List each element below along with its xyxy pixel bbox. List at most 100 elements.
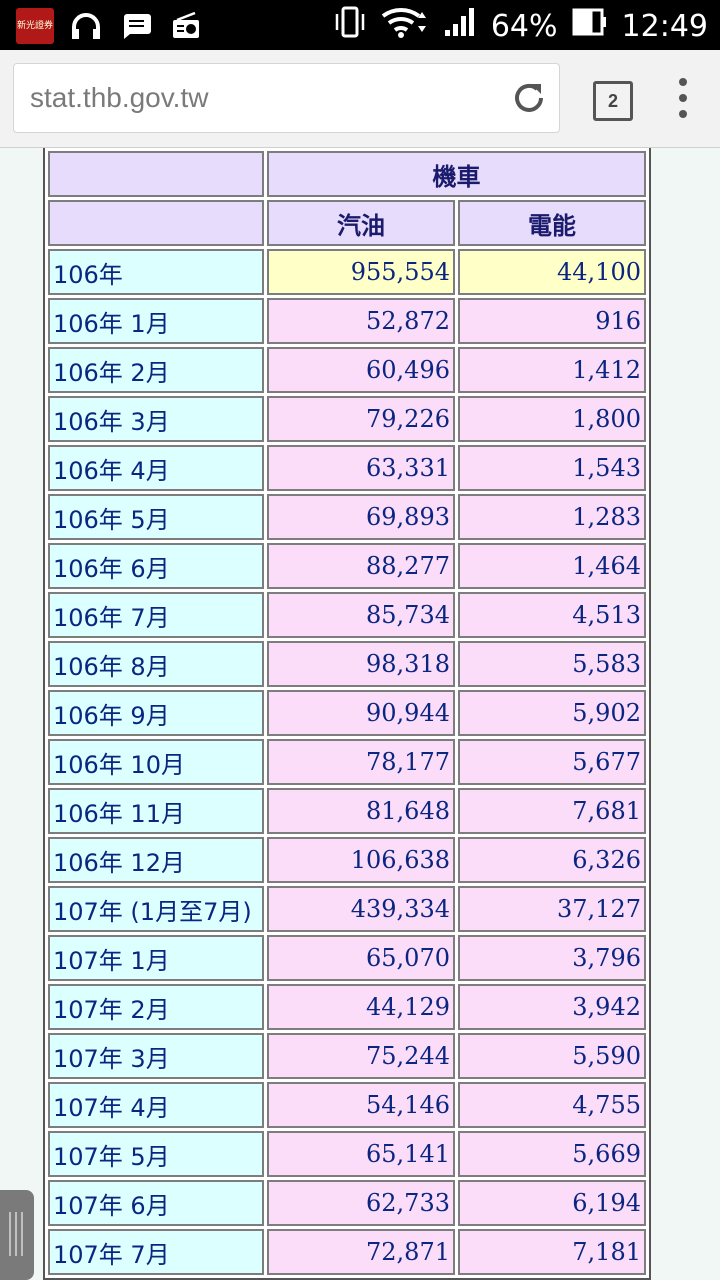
electric-value: 6,326 — [458, 837, 646, 883]
electric-value: 44,100 — [458, 249, 646, 295]
row-label: 106年 6月 — [48, 543, 264, 589]
gasoline-value: 439,334 — [267, 886, 455, 932]
electric-value: 1,543 — [458, 445, 646, 491]
electric-value: 7,681 — [458, 788, 646, 834]
table-row: 106年 11月 81,648 7,681 — [48, 788, 646, 834]
gasoline-value: 72,871 — [267, 1229, 455, 1275]
battery-icon — [572, 6, 608, 46]
gasoline-value: 955,554 — [267, 249, 455, 295]
table-row: 107年 2月 44,129 3,942 — [48, 984, 646, 1030]
gasoline-value: 90,944 — [267, 690, 455, 736]
table-row: 106年 8月 98,318 5,583 — [48, 641, 646, 687]
row-label: 106年 1月 — [48, 298, 264, 344]
electric-value: 4,755 — [458, 1082, 646, 1128]
column-header-gasoline: 汽油 — [267, 200, 455, 246]
gasoline-value: 75,244 — [267, 1033, 455, 1079]
row-label: 106年 3月 — [48, 396, 264, 442]
app-logo-icon: 新光證券 — [16, 8, 54, 44]
table-row: 107年 6月 62,733 6,194 — [48, 1180, 646, 1226]
table-row: 106年 4月 63,331 1,543 — [48, 445, 646, 491]
gasoline-value: 78,177 — [267, 739, 455, 785]
electric-value: 5,677 — [458, 739, 646, 785]
clock-time: 12:49 — [621, 8, 708, 44]
gasoline-value: 69,893 — [267, 494, 455, 540]
gasoline-value: 65,141 — [267, 1131, 455, 1177]
row-label: 107年 4月 — [48, 1082, 264, 1128]
registration-table: 機車 汽油 電能 106年 955,554 44,100 106年 1月 52,872 9… — [43, 148, 651, 1280]
electric-value: 916 — [458, 298, 646, 344]
side-drawer-handle[interactable] — [0, 1190, 34, 1280]
electric-value: 5,583 — [458, 641, 646, 687]
url-text[interactable]: stat.thb.gov.tw — [30, 82, 209, 113]
row-label: 106年 11月 — [48, 788, 264, 834]
table-row: 106年 5月 69,893 1,283 — [48, 494, 646, 540]
gasoline-value: 79,226 — [267, 396, 455, 442]
column-header-electric: 電能 — [458, 200, 646, 246]
gasoline-value: 88,277 — [267, 543, 455, 589]
table-row: 107年 5月 65,141 5,669 — [48, 1131, 646, 1177]
gasoline-value: 54,146 — [267, 1082, 455, 1128]
table-row: 106年 955,554 44,100 — [48, 249, 646, 295]
gasoline-value: 44,129 — [267, 984, 455, 1030]
table-row: 106年 12月 106,638 6,326 — [48, 837, 646, 883]
browser-toolbar: stat.thb.gov.tw 2 — [0, 50, 720, 148]
row-label: 107年 7月 — [48, 1229, 264, 1275]
row-label: 106年 — [48, 249, 264, 295]
headset-icon — [68, 10, 104, 42]
table-row: 106年 6月 88,277 1,464 — [48, 543, 646, 589]
electric-value: 4,513 — [458, 592, 646, 638]
table-row: 107年 1月 65,070 3,796 — [48, 935, 646, 981]
row-label: 107年 3月 — [48, 1033, 264, 1079]
table-row: 107年 4月 54,146 4,755 — [48, 1082, 646, 1128]
electric-value: 6,194 — [458, 1180, 646, 1226]
group-header: 機車 — [267, 151, 646, 197]
gasoline-value: 85,734 — [267, 592, 455, 638]
table-row: 106年 9月 90,944 5,902 — [48, 690, 646, 736]
row-label: 107年 (1月至7月) — [48, 886, 264, 932]
table-row: 106年 2月 60,496 1,412 — [48, 347, 646, 393]
row-label: 107年 5月 — [48, 1131, 264, 1177]
electric-value: 1,283 — [458, 494, 646, 540]
signal-icon — [443, 6, 477, 46]
row-label: 106年 8月 — [48, 641, 264, 687]
electric-value: 3,796 — [458, 935, 646, 981]
table-row: 106年 7月 85,734 4,513 — [48, 592, 646, 638]
row-label: 106年 10月 — [48, 739, 264, 785]
gasoline-value: 81,648 — [267, 788, 455, 834]
table-row: 106年 3月 79,226 1,800 — [48, 396, 646, 442]
table-row: 107年 7月 72,871 7,181 — [48, 1229, 646, 1275]
corner-header-cell — [48, 200, 264, 246]
row-label: 106年 12月 — [48, 837, 264, 883]
row-label: 107年 1月 — [48, 935, 264, 981]
gasoline-value: 106,638 — [267, 837, 455, 883]
status-bar: 新光證券 64% 12:49 — [0, 0, 720, 50]
radio-icon — [168, 10, 204, 42]
vibrate-icon — [333, 6, 367, 46]
electric-value: 1,412 — [458, 347, 646, 393]
row-label: 106年 4月 — [48, 445, 264, 491]
wifi-icon — [381, 6, 429, 46]
gasoline-value: 62,733 — [267, 1180, 455, 1226]
row-label: 106年 7月 — [48, 592, 264, 638]
electric-value: 37,127 — [458, 886, 646, 932]
electric-value: 5,590 — [458, 1033, 646, 1079]
reload-icon[interactable] — [511, 80, 547, 116]
table-row: 106年 1月 52,872 916 — [48, 298, 646, 344]
electric-value: 5,902 — [458, 690, 646, 736]
gasoline-value: 52,872 — [267, 298, 455, 344]
gasoline-value: 98,318 — [267, 641, 455, 687]
table-row: 106年 10月 78,177 5,677 — [48, 739, 646, 785]
address-bar[interactable]: stat.thb.gov.tw — [13, 63, 560, 133]
tab-switcher-button[interactable]: 2 — [593, 81, 633, 121]
corner-header-cell — [48, 151, 264, 197]
gasoline-value: 65,070 — [267, 935, 455, 981]
row-label: 106年 2月 — [48, 347, 264, 393]
electric-value: 1,800 — [458, 396, 646, 442]
electric-value: 7,181 — [458, 1229, 646, 1275]
overflow-menu-icon[interactable] — [676, 78, 690, 122]
electric-value: 3,942 — [458, 984, 646, 1030]
gasoline-value: 63,331 — [267, 445, 455, 491]
row-label: 107年 6月 — [48, 1180, 264, 1226]
table-row: 107年 (1月至7月) 439,334 37,127 — [48, 886, 646, 932]
row-label: 107年 2月 — [48, 984, 264, 1030]
